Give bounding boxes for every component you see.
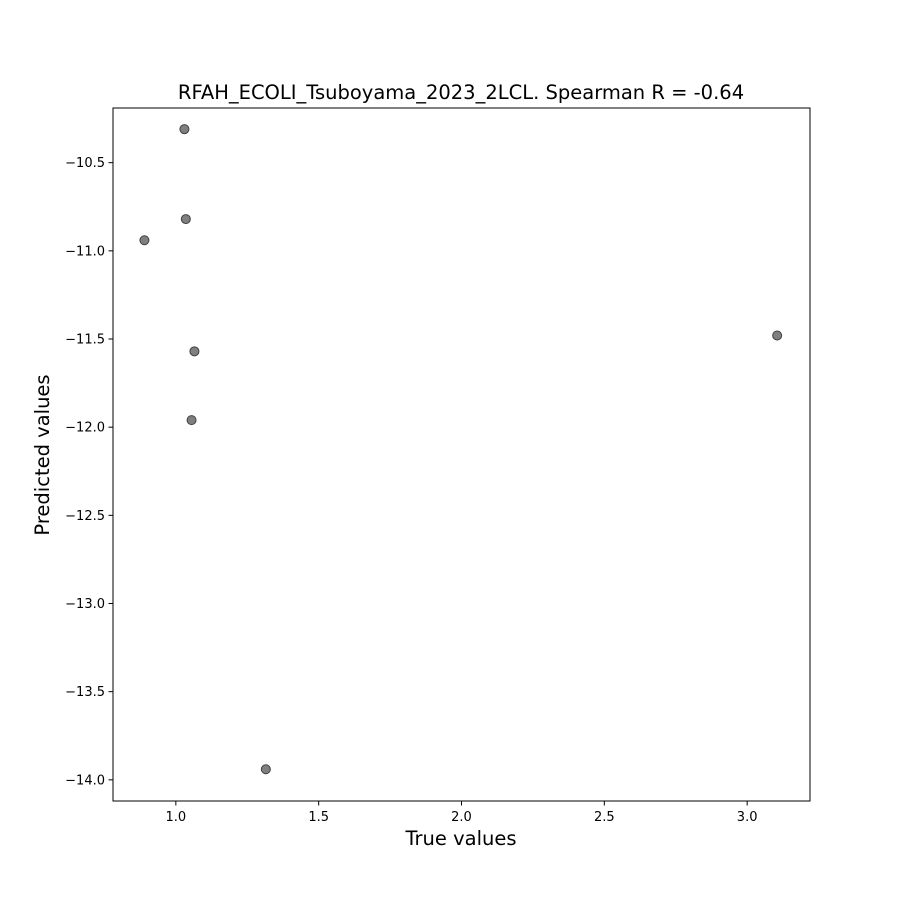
y-tick-label: −11.5 xyxy=(65,333,105,348)
x-axis-ticks: 1.0 1.5 2.0 2.5 3.0 xyxy=(166,801,758,825)
x-tick-label: 2.5 xyxy=(594,810,615,825)
data-point xyxy=(180,214,191,225)
y-tick-label: −13.5 xyxy=(65,685,105,700)
x-tick-label: 1.5 xyxy=(308,810,329,825)
data-point xyxy=(260,764,271,775)
y-tick-label: −13.0 xyxy=(65,597,105,612)
y-tick-label: −12.0 xyxy=(65,421,105,436)
x-axis-label: True values xyxy=(404,827,516,850)
data-points xyxy=(139,124,783,775)
y-axis-ticks: −10.5 −11.0 −11.5 −12.0 −12.5 −13.0 −13.5 −14.0 xyxy=(65,156,113,788)
y-tick-label: −11.0 xyxy=(65,244,105,259)
y-tick-label: −10.5 xyxy=(65,156,105,171)
data-point xyxy=(139,235,150,246)
x-tick-label: 2.0 xyxy=(451,810,472,825)
chart-title: RFAH_ECOLI_Tsuboyama_2023_2LCL. Spearman… xyxy=(178,81,744,104)
y-tick-label: −12.5 xyxy=(65,509,105,524)
data-point xyxy=(186,415,197,426)
data-point xyxy=(189,346,200,357)
x-tick-label: 3.0 xyxy=(737,810,758,825)
y-tick-label: −14.0 xyxy=(65,773,105,788)
plot-frame xyxy=(112,107,811,802)
y-axis-label: Predicted values xyxy=(31,374,54,535)
data-point xyxy=(179,124,190,135)
x-tick-label: 1.0 xyxy=(166,810,187,825)
data-point xyxy=(772,330,783,341)
